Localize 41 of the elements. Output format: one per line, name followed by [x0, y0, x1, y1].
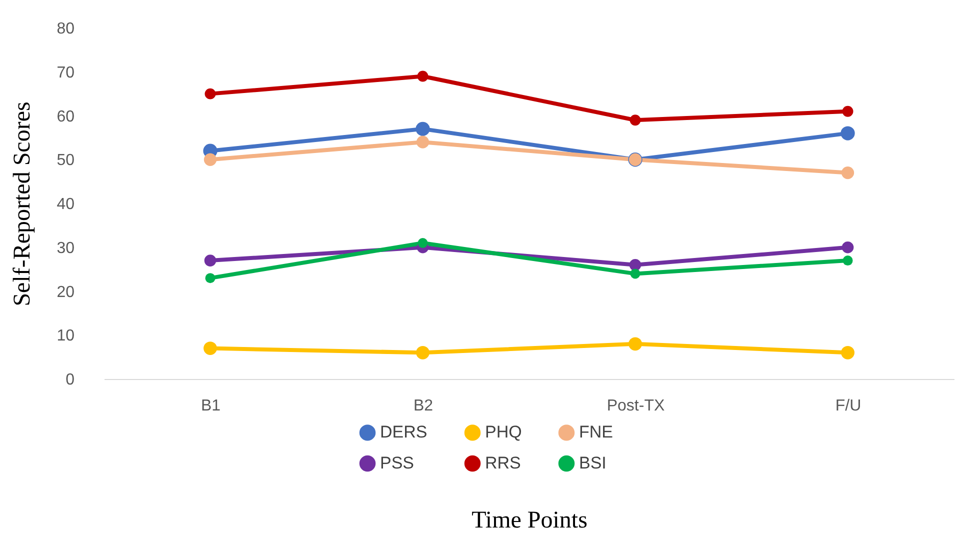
point	[418, 238, 428, 248]
legend-label: PSS	[380, 454, 414, 472]
legend-label: RRS	[485, 454, 521, 472]
point	[204, 342, 217, 355]
point	[841, 346, 854, 360]
point	[204, 254, 216, 266]
y-axis-title: Self-Reported Scores	[10, 102, 36, 306]
y-tick-label: 10	[56, 328, 75, 345]
point	[630, 114, 641, 126]
y-tick-label: 40	[56, 196, 75, 213]
y-tick-label: 70	[56, 64, 75, 82]
y-tick-label: 0	[66, 372, 75, 388]
point	[842, 106, 854, 117]
legend-label: DERS	[380, 422, 428, 442]
point	[629, 259, 642, 271]
x-tick-label: B1	[200, 398, 221, 414]
point	[416, 346, 430, 360]
legend-label: BSI	[579, 454, 606, 472]
y-tick-label: 50	[56, 152, 75, 170]
legend-label: FNE	[579, 422, 613, 442]
point	[628, 337, 642, 351]
point	[205, 273, 216, 284]
y-tick-label: 80	[56, 20, 75, 38]
point	[204, 88, 216, 100]
point	[841, 166, 854, 180]
y-tick-label: 60	[56, 108, 75, 126]
x-tick-label: B2	[413, 398, 434, 414]
point	[840, 126, 855, 140]
y-tick-label: 30	[56, 240, 75, 257]
point	[416, 136, 430, 148]
x-axis-title: Time Points	[472, 508, 588, 534]
point	[842, 256, 853, 266]
point	[630, 268, 640, 279]
point	[417, 70, 428, 82]
y-tick-label: 20	[56, 284, 75, 301]
x-tick-label: F/U	[835, 398, 862, 414]
point	[204, 153, 217, 166]
point	[416, 122, 430, 136]
point	[842, 241, 854, 254]
x-tick-label: Post-TX	[606, 398, 665, 414]
legend-label: PHQ	[485, 422, 522, 442]
